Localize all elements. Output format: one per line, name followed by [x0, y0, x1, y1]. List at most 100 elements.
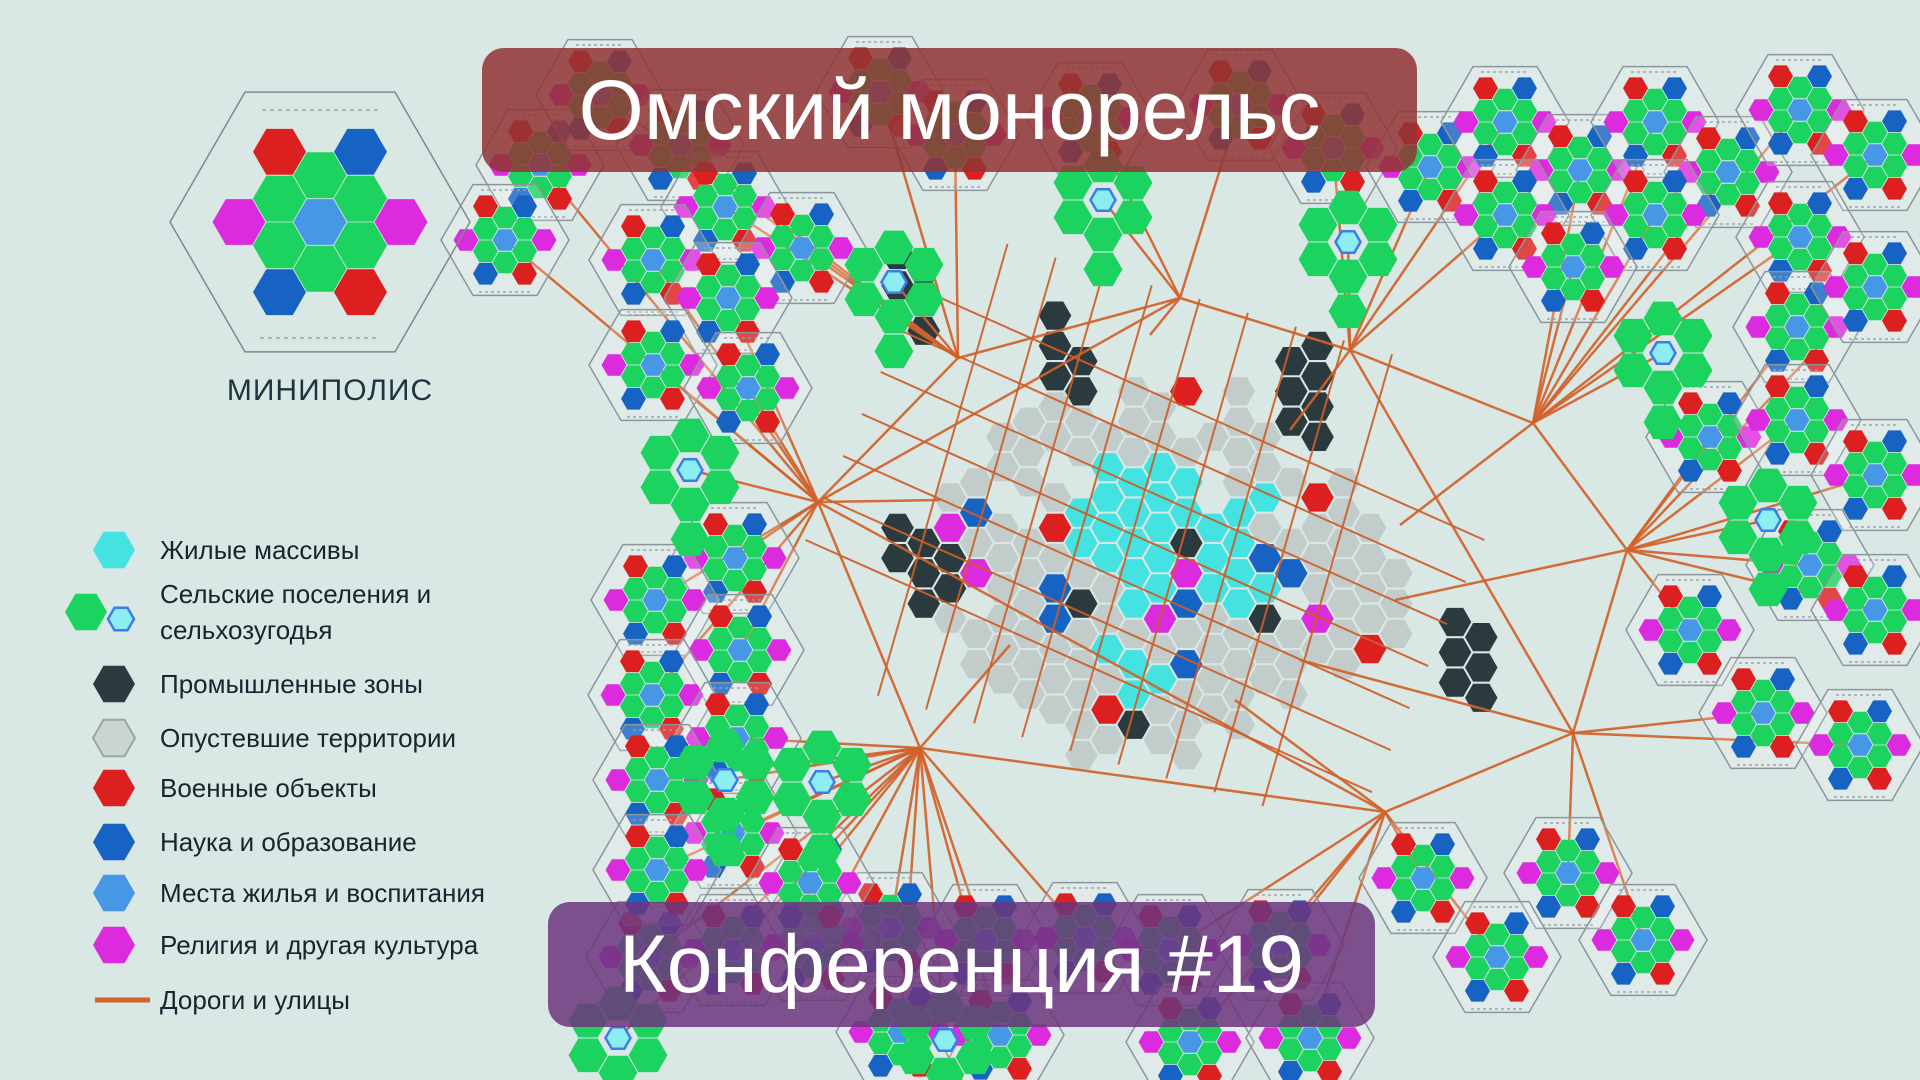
city-hex-industrial [881, 513, 914, 542]
hex-living [1787, 226, 1813, 248]
hex-rural_green [1750, 724, 1776, 747]
hex-rural_green [1630, 951, 1656, 974]
hex-religion [1216, 1031, 1242, 1053]
city-hex-industrial [1275, 377, 1308, 406]
hex-rural_green [1765, 304, 1790, 327]
hex-religion [1681, 204, 1707, 226]
hex-military [620, 650, 645, 673]
city-hex-empty [1012, 619, 1045, 648]
city-hex-industrial [1465, 653, 1498, 682]
hex-rural_green [1804, 397, 1829, 420]
city-hex-military [1353, 634, 1387, 664]
city-hex-residential [1143, 544, 1177, 573]
city-hex-residential [1222, 559, 1255, 588]
hex-rural_green [1536, 873, 1561, 896]
hex-military [1580, 289, 1605, 312]
hex-rural_green [1787, 76, 1813, 99]
hex-living [1862, 599, 1888, 621]
hex-rural-core [1334, 229, 1362, 255]
hex-living [644, 769, 670, 791]
hex-science [1512, 77, 1537, 100]
hex-religion [1808, 734, 1834, 756]
road [1394, 548, 1628, 602]
hex-rural_green [1484, 968, 1510, 991]
road [925, 257, 1057, 710]
hex-religion [1745, 409, 1771, 431]
hex-rural_green [1843, 452, 1868, 475]
hex-military [1391, 833, 1416, 856]
hex-rural_green [770, 225, 795, 248]
hex-religion [836, 872, 862, 894]
hex-rural_green [1882, 610, 1907, 633]
city-hex-empty [986, 665, 1019, 694]
hex-rural-green [628, 1038, 668, 1073]
hex-rural_green [664, 847, 689, 870]
hex-rural_green [1862, 121, 1888, 144]
hex-rural_green [1575, 850, 1600, 873]
hex-rural-green [1298, 207, 1338, 242]
hex-religion [1591, 929, 1617, 951]
hex-rural_green [1807, 237, 1832, 260]
hex-rural_green [1662, 99, 1687, 122]
city-hex-religion [1170, 559, 1203, 588]
road [1149, 297, 1181, 336]
hex-rural_green [1697, 630, 1722, 653]
hex-rural_green [1398, 167, 1423, 190]
road [973, 271, 1105, 724]
hex-rural_green [1158, 1042, 1183, 1065]
hex-living [1567, 159, 1593, 181]
city-streets [805, 243, 1485, 807]
city-hex-empty [960, 619, 993, 648]
road [1069, 298, 1201, 752]
hex-rural-green [1643, 370, 1683, 405]
city-hex-empty [1038, 422, 1072, 451]
road [1349, 214, 1506, 351]
city-hex-industrial [1301, 392, 1334, 421]
hex-religion [1523, 946, 1549, 968]
city-hex-empty [1353, 513, 1387, 542]
hex-religion [1138, 1031, 1164, 1053]
conference-banner: Конференция #19 [548, 902, 1375, 1027]
hex-military [1882, 177, 1907, 200]
hex-rural_green [1541, 267, 1566, 290]
hex-military [1317, 1060, 1342, 1080]
hex-religion [1516, 862, 1542, 884]
hex-rural_green [1882, 132, 1907, 155]
hex-rural_green [640, 376, 666, 399]
hex-rural-core [931, 1027, 959, 1053]
hex-military [1623, 77, 1648, 100]
hex-rural_green [1484, 923, 1510, 946]
hex-science [621, 387, 646, 410]
road [919, 746, 1386, 814]
hex-religion [1711, 702, 1737, 724]
hex-rural_green [1492, 181, 1518, 204]
hex-rural-green [735, 780, 775, 815]
hex-religion [1669, 929, 1695, 951]
city-hex-empty [1301, 574, 1334, 603]
city-hex-residential [1170, 468, 1203, 497]
city-hex-empty [1117, 407, 1150, 436]
hex-rural_green [1473, 99, 1498, 122]
city-hex-empty [933, 483, 967, 512]
city-hex-empty [1222, 407, 1255, 436]
hex-living [1862, 276, 1888, 298]
city-hex-industrial [1438, 668, 1472, 697]
hex-living [727, 639, 753, 661]
hex-rural_green [1843, 475, 1868, 498]
hex-science [809, 203, 834, 226]
hex-military [512, 262, 537, 285]
hex-military [659, 717, 684, 740]
hex-military [1765, 282, 1790, 305]
city-hex-industrial [1117, 710, 1150, 739]
hex-rural-green [844, 247, 884, 282]
hex-rural_green [620, 672, 645, 695]
city-hex-military [1301, 483, 1334, 512]
city-hex-empty [986, 634, 1019, 664]
city-hex-empty [1327, 589, 1360, 618]
hex-living [1862, 464, 1888, 486]
hex-religion [1453, 111, 1479, 133]
hex-rural_green [492, 251, 518, 274]
hex-military [1804, 442, 1829, 465]
hex-science [1867, 700, 1892, 723]
hex-rural_green [623, 577, 648, 600]
